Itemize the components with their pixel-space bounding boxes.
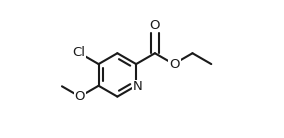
Text: Cl: Cl [72,46,85,59]
Text: N: N [133,80,142,93]
Text: O: O [169,58,180,71]
Text: O: O [150,19,160,32]
Text: O: O [74,90,85,103]
